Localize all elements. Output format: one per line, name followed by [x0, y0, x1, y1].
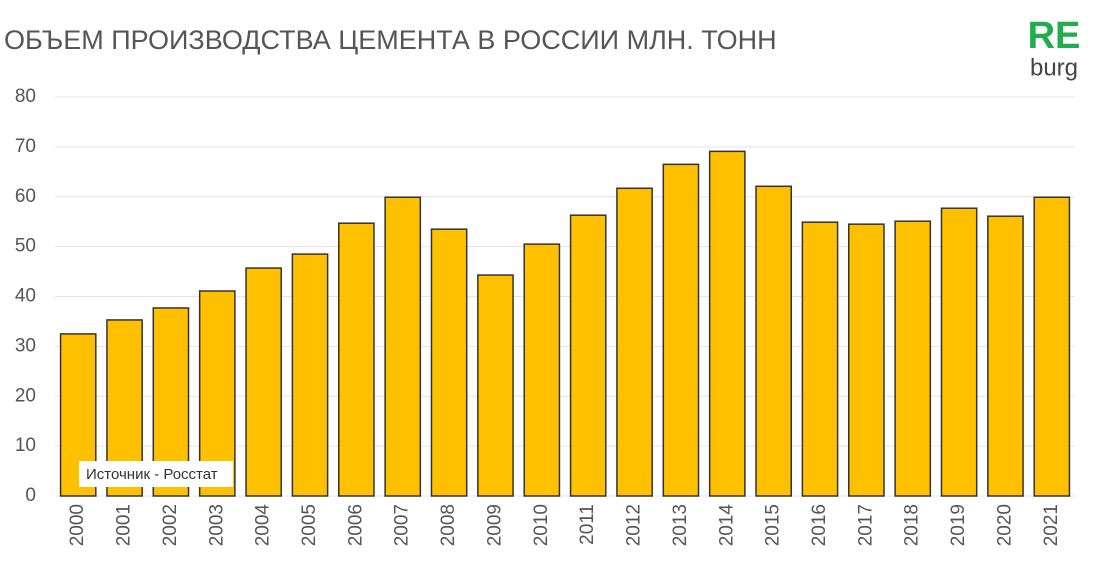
x-tick-label: 2018 — [902, 504, 923, 546]
bar — [337, 222, 375, 497]
x-tick-label: 2017 — [855, 504, 876, 546]
x-tick-label: 2011 — [577, 504, 598, 545]
x-tick-label: 2013 — [670, 504, 691, 546]
bar — [477, 274, 514, 497]
y-tick-label: 10 — [15, 435, 36, 456]
bar — [245, 267, 283, 497]
x-tick-label: 2002 — [160, 504, 181, 546]
bar — [847, 223, 885, 497]
bar — [291, 253, 329, 497]
note-background — [79, 461, 233, 487]
bar — [569, 214, 607, 497]
y-tick-label: 0 — [25, 485, 36, 506]
brand-bottom: burg — [1030, 54, 1078, 81]
y-tick-label: 30 — [15, 335, 36, 356]
x-tick-label: 2014 — [716, 504, 737, 547]
x-tick-label: 2010 — [531, 504, 552, 546]
note: Источник - Росстат — [86, 466, 218, 483]
bar — [755, 185, 793, 497]
x-tick-label: 2005 — [299, 504, 320, 546]
x-tick-label: 2012 — [624, 504, 645, 546]
x-tick-label: 2019 — [948, 504, 969, 546]
x-tick-label: 2020 — [994, 504, 1015, 546]
x-tick-label: 2003 — [206, 504, 227, 546]
bar — [940, 207, 978, 497]
x-tick-label: 2004 — [253, 504, 274, 547]
bar — [894, 220, 932, 497]
x-tick-label: 2021 — [1041, 504, 1062, 546]
chart-title: ОБЪЕМ ПРОИЗВОДСТВА ЦЕМЕНТА В РОССИИ МЛН.… — [4, 25, 777, 55]
x-tick-label: 2016 — [809, 504, 830, 546]
bar — [430, 228, 468, 497]
y-tick-label: 40 — [15, 286, 36, 307]
y-tick-label: 20 — [15, 385, 36, 406]
bar — [801, 221, 839, 497]
bar — [662, 163, 700, 497]
bar — [1033, 196, 1071, 497]
y-tick-label: 70 — [15, 136, 36, 157]
x-tick-label: 2006 — [345, 504, 366, 546]
x-tick-label: 2015 — [763, 504, 784, 546]
x-tick-label: 2007 — [392, 504, 413, 546]
y-tick-label: 60 — [15, 186, 36, 207]
bar — [987, 215, 1024, 497]
y-tick-label: 50 — [15, 236, 36, 257]
bar — [616, 187, 653, 497]
x-tick-label: 2001 — [114, 504, 135, 546]
brand-top: RE — [1028, 15, 1081, 57]
x-tick-label: 2000 — [67, 504, 88, 546]
y-tick-label: 80 — [15, 86, 36, 107]
bar — [384, 196, 422, 497]
x-tick-label: 2008 — [438, 504, 459, 546]
bar — [708, 150, 746, 497]
bar — [523, 243, 561, 497]
x-tick-label: 2009 — [484, 504, 505, 546]
